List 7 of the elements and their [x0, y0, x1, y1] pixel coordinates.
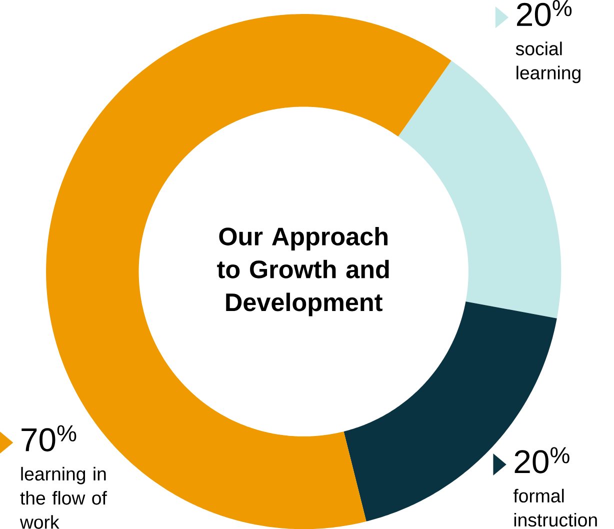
legend-label: formal instruction	[513, 488, 597, 527]
text: Our Approach to Growth and Development	[217, 226, 389, 316]
legend-label: learning in the flow of work	[20, 466, 107, 529]
data-label: 70$^{%}$	[22, 425, 76, 452]
legend-label: social learning	[516, 42, 580, 84]
data-label: 20$^{%}$	[517, 0, 572, 26]
data-label: 20$^{%}$	[514, 447, 570, 474]
